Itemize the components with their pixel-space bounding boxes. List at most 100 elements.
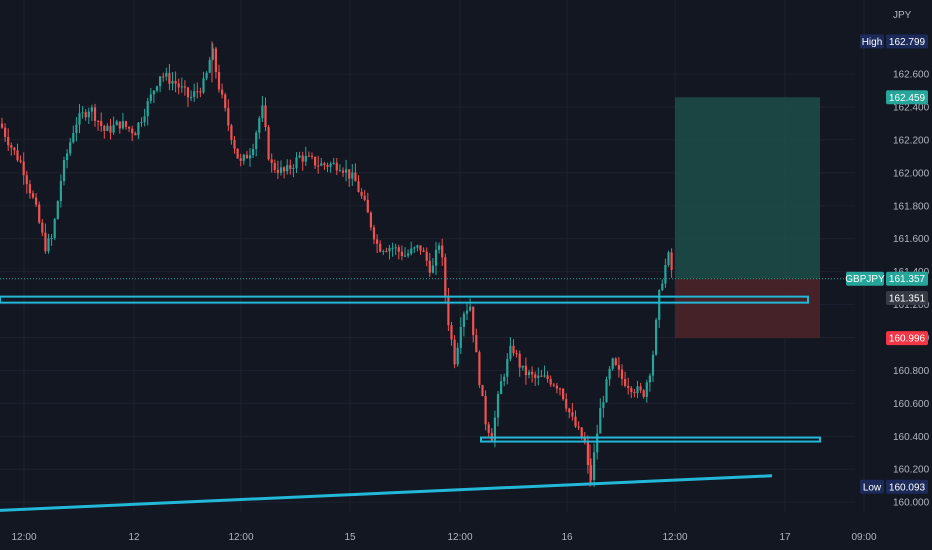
candle-body <box>540 375 543 377</box>
candle-body <box>639 386 642 391</box>
candle-body <box>568 408 571 413</box>
candle-body <box>193 91 196 97</box>
candle-body <box>217 72 221 90</box>
candle-body <box>655 319 658 355</box>
candle-body <box>255 132 258 150</box>
candle-body <box>214 48 217 73</box>
candle-body <box>165 72 168 77</box>
candle-body <box>658 290 661 320</box>
candle-body <box>35 197 38 205</box>
candle-body <box>664 264 667 284</box>
candle-body <box>248 155 252 159</box>
candle-body <box>531 371 534 375</box>
time-tick-label: 09:00 <box>851 532 876 543</box>
candle-body <box>363 195 366 200</box>
candle-body <box>224 94 227 109</box>
candle-body <box>162 76 165 78</box>
candle-body <box>115 121 118 126</box>
candle-body <box>366 199 369 213</box>
candle-body <box>168 72 171 84</box>
candle-body <box>137 122 140 136</box>
candle-body <box>307 155 310 157</box>
candle-body <box>183 86 186 88</box>
candle-body <box>100 121 103 126</box>
candle-body <box>345 169 348 173</box>
candle-body <box>174 80 177 84</box>
candle-body <box>118 121 121 129</box>
candle-body <box>428 260 431 273</box>
candle-body <box>47 238 50 252</box>
candle-body <box>462 313 465 327</box>
candle-body <box>317 165 320 167</box>
candle-body <box>481 385 484 397</box>
candle-body <box>379 243 382 252</box>
candle-body <box>28 184 31 194</box>
candle-body <box>574 416 577 427</box>
low-value-bg <box>886 479 928 494</box>
candle-body <box>279 167 283 173</box>
candle-body <box>372 227 376 240</box>
candle-body <box>472 306 475 336</box>
candle-body <box>403 255 407 257</box>
candle-body <box>233 139 236 149</box>
candle-body <box>422 250 425 252</box>
candle-body <box>252 149 255 156</box>
time-axis[interactable]: 12:00 12 12:00 15 12:00 16 12:00 17 09:00 <box>11 532 876 543</box>
candle-body <box>444 257 447 296</box>
candle-body <box>438 245 441 250</box>
candle-body <box>301 155 304 162</box>
time-tick-label: 12 <box>128 532 140 543</box>
candle-body <box>121 121 124 129</box>
candle-body <box>314 156 317 166</box>
candle-body <box>236 148 239 159</box>
candle-body <box>534 374 537 378</box>
time-tick-label: 12:00 <box>662 532 687 543</box>
current-value-bg <box>886 290 928 305</box>
candle-body <box>599 407 602 434</box>
candle-body <box>16 150 19 161</box>
position-zones <box>675 97 820 339</box>
candle-body <box>227 108 230 126</box>
candle-body <box>546 375 549 380</box>
candle-body <box>357 181 360 192</box>
candle-body <box>286 165 289 172</box>
candle-body <box>335 162 338 171</box>
candle-body <box>586 442 589 466</box>
candle-body <box>264 105 267 128</box>
candle-body <box>645 382 648 397</box>
target-zone <box>675 97 820 279</box>
candle-body <box>75 124 78 133</box>
candle-body <box>410 248 413 254</box>
candle-body <box>245 154 248 159</box>
candle-body <box>0 123 4 128</box>
candle-body <box>360 191 363 196</box>
candle-body <box>565 399 568 409</box>
candle-body <box>620 369 624 379</box>
symbol-tag: GBPJPY <box>845 274 885 285</box>
candle-body <box>38 204 41 223</box>
candle-body <box>651 354 655 376</box>
candle-body <box>630 387 633 393</box>
candle-body <box>465 310 469 314</box>
price-tick-label: 160.400 <box>893 432 930 443</box>
candle-body <box>242 154 245 161</box>
candle-body <box>146 101 149 117</box>
candle-body <box>273 162 276 170</box>
time-tick-label: 17 <box>779 532 791 543</box>
target-value: 162.459 <box>889 93 926 104</box>
candle-body <box>605 379 608 403</box>
candle-body <box>549 379 552 385</box>
price-tick-label: 162.400 <box>893 103 930 114</box>
time-tick-label: 15 <box>344 532 356 543</box>
candle-body <box>13 147 16 151</box>
candle-body <box>338 170 341 172</box>
price-tick-label: 162.600 <box>893 70 930 81</box>
candle-body <box>283 167 286 172</box>
candle-body <box>475 335 478 353</box>
candle-body <box>385 251 388 253</box>
candle-body <box>484 396 487 425</box>
target-value-bg <box>886 90 928 105</box>
candle-body <box>230 125 233 140</box>
candle-body <box>667 252 670 265</box>
